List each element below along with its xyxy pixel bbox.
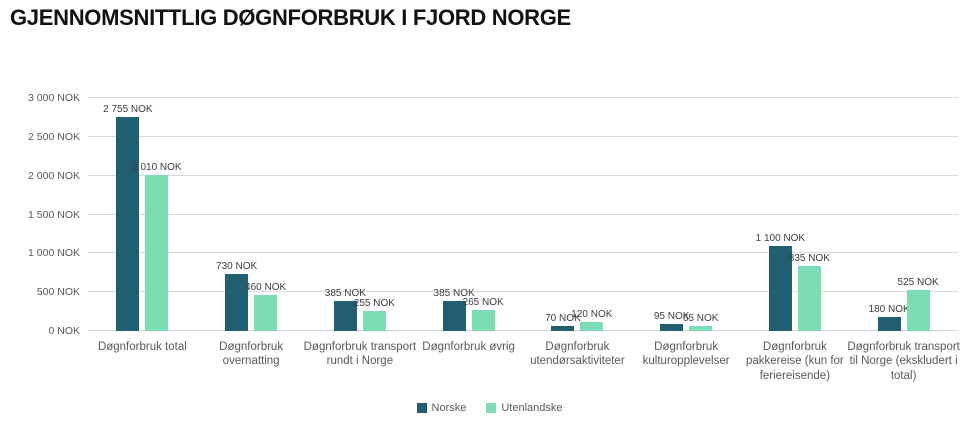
bar-utenlandske: 2 010 NOK [132, 162, 182, 331]
legend-label: Utenlandske [501, 402, 563, 414]
value-label: 2 010 NOK [132, 161, 182, 173]
bar-utenlandske: 460 NOK [245, 282, 286, 331]
gridline [88, 174, 958, 176]
bar-utenlandske: 255 NOK [354, 298, 395, 331]
y-tick-label: 500 NOK [36, 286, 80, 299]
bar-norske: 95 NOK [654, 311, 689, 331]
value-label: 65 NOK [682, 312, 719, 324]
legend-item-norske: Norske [416, 402, 467, 414]
bar-group: 180 NOK 525 NOK [849, 98, 958, 331]
legend-swatch [486, 403, 497, 413]
legend-item-utenlandske: Utenlandske [486, 402, 563, 414]
bar-group: 385 NOK 255 NOK [306, 98, 415, 331]
value-label: 835 NOK [788, 253, 830, 265]
x-category-label: Døgnforbruk pakkereise (kun for ferierei… [745, 341, 844, 382]
y-tick-label: 3 000 NOK [28, 92, 80, 104]
bar-utenlandske: 120 NOK [571, 309, 612, 331]
chart-title: GJENNOMSNITTLIG DØGNFORBRUK I FJORD NORG… [10, 5, 571, 30]
gridline [88, 252, 958, 254]
value-label: 385 NOK [324, 288, 366, 300]
value-label: 120 NOK [571, 308, 613, 320]
bar-group: 95 NOK 65 NOK [632, 98, 741, 331]
x-category-label: Døgnforbruk overnatting [219, 341, 284, 368]
x-category-label: Døgnforbruk transport rundt i Norge [303, 341, 417, 368]
y-tick-label: 2 500 NOK [28, 130, 80, 143]
gridline [88, 330, 958, 331]
value-label: 525 NOK [897, 277, 939, 289]
x-category-label: Døgnforbruk kulturopplevelser [642, 341, 730, 368]
value-label: 1 100 NOK [755, 232, 806, 244]
value-label: 460 NOK [245, 282, 287, 294]
gridline [88, 213, 958, 215]
value-label: 265 NOK [462, 297, 504, 309]
y-tick-label: 2 000 NOK [28, 169, 80, 182]
bar-norske: 730 NOK [216, 261, 257, 331]
legend: Norske Utenlandske [0, 402, 979, 414]
x-axis: Døgnforbruk total Døgnforbruk overnatting… [88, 340, 960, 398]
bar-group: 2 755 NOK 2 010 NOK [88, 98, 197, 331]
bar-utenlandske: 265 NOK [463, 297, 504, 331]
x-category-label: Døgnforbruk utendørsaktiviteter [530, 341, 625, 368]
bar-group: 730 NOK 460 NOK [197, 98, 306, 331]
value-label: 255 NOK [353, 298, 395, 310]
y-tick-label: 1 000 NOK [28, 247, 80, 260]
bar-norske: 2 755 NOK [103, 104, 153, 331]
y-tick-label: 0 NOK [48, 325, 80, 337]
gridline [88, 135, 958, 137]
bar-utenlandske: 525 NOK [898, 277, 939, 331]
gridline [88, 291, 958, 293]
x-category-label: Døgnforbruk transport til Norge (eksklud… [847, 341, 960, 382]
bar-utenlandske: 65 NOK [683, 313, 718, 331]
bar-norske: 180 NOK [869, 304, 910, 331]
legend-swatch [416, 403, 427, 413]
value-label: 70 NOK [545, 312, 581, 324]
bar-norske: 385 NOK [434, 288, 475, 331]
bar-norske: 385 NOK [325, 288, 366, 331]
bar-utenlandske: 835 NOK [789, 253, 830, 331]
value-label: 2 755 NOK [103, 104, 153, 116]
value-label: 95 NOK [653, 310, 690, 322]
value-label: 385 NOK [433, 288, 475, 300]
bar-group: 385 NOK 265 NOK [414, 98, 523, 331]
x-category-label: Døgnforbruk øvrig [422, 341, 515, 353]
bar-group: 70 NOK 120 NOK [523, 98, 632, 331]
bar-norske: 1 100 NOK [756, 233, 805, 331]
y-tick-label: 1 500 NOK [28, 208, 80, 221]
plot-area: 2 755 NOK 2 010 NOK 730 NOK 460 NOK 385 NOK 2… [88, 97, 958, 331]
value-label: 180 NOK [868, 304, 910, 316]
value-label: 730 NOK [216, 261, 258, 273]
x-category-label: Døgnforbruk total [97, 341, 187, 353]
gridline [88, 97, 958, 98]
bar-norske: 70 NOK [545, 313, 581, 331]
y-axis: 0 NOK 500 NOK 1 000 NOK 1 500 NOK 2 000 NOK 2… [0, 92, 80, 337]
bar-group: 1 100 NOK 835 NOK [741, 98, 850, 331]
legend-label: Norske [431, 402, 467, 414]
